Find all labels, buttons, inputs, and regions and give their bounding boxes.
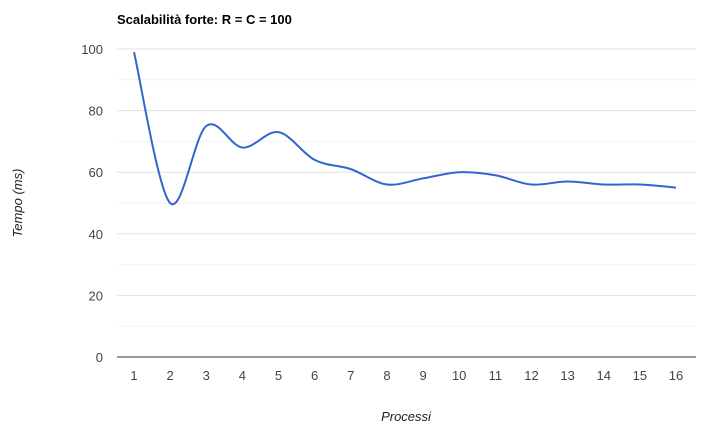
- x-tick-label: 14: [596, 368, 610, 383]
- gridlines: [117, 48, 696, 327]
- x-tick-label: 8: [383, 368, 390, 383]
- series-line: [133, 51, 677, 206]
- x-tick-label: 7: [347, 368, 354, 383]
- x-tick-label: 11: [489, 368, 503, 383]
- x-tick-label: 1: [130, 368, 137, 383]
- y-tick-label: 100: [81, 42, 103, 57]
- y-tick-label: 60: [89, 165, 103, 180]
- x-tick-label: 10: [452, 368, 466, 383]
- x-tick-label: 3: [203, 368, 210, 383]
- x-tick-label: 15: [633, 368, 647, 383]
- y-axis-ticks: 0 20 40 60 80 100: [81, 42, 103, 365]
- y-tick-label: 80: [89, 104, 103, 119]
- x-tick-label: 16: [669, 368, 683, 383]
- x-tick-label: 2: [167, 368, 174, 383]
- x-tick-label: 4: [239, 368, 246, 383]
- chart-title: Scalabilità forte: R = C = 100: [117, 12, 292, 27]
- x-tick-label: 12: [524, 368, 538, 383]
- x-tick-label: 9: [419, 368, 426, 383]
- y-axis-label: Tempo (ms): [10, 169, 25, 238]
- x-tick-label: 5: [275, 368, 282, 383]
- x-tick-label: 6: [311, 368, 318, 383]
- y-tick-label: 40: [89, 227, 103, 242]
- x-tick-label: 13: [560, 368, 574, 383]
- y-tick-label: 20: [89, 288, 103, 303]
- x-axis-label: Processi: [381, 409, 432, 424]
- x-axis-ticks: 1 2 3 4 5 6 7 8 9 10 11 12 13 14 15 16: [130, 368, 683, 383]
- y-tick-label: 0: [96, 350, 103, 365]
